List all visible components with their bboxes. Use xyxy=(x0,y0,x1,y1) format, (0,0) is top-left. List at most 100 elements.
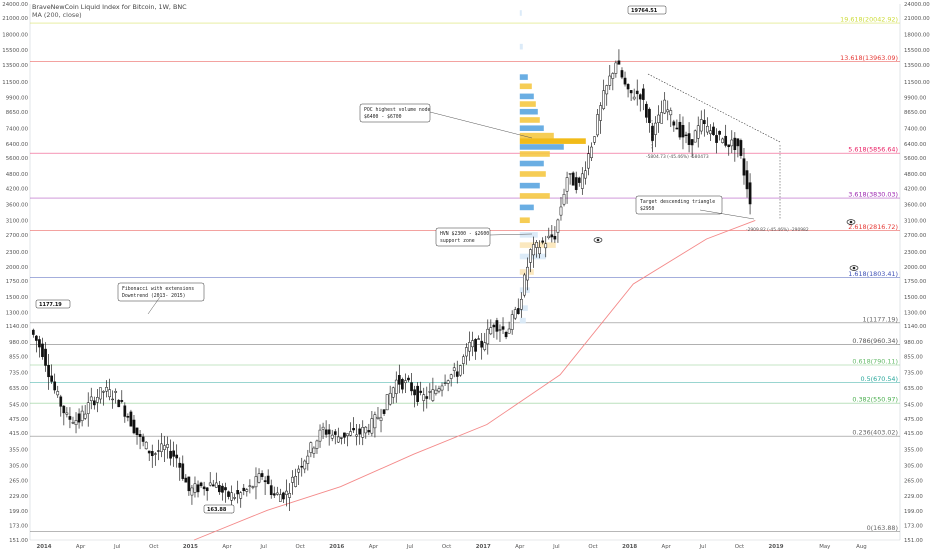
y-tick-label-left: 13500.00 xyxy=(2,63,28,69)
candle-body xyxy=(468,342,471,352)
note-line: HVN $2300 - $2600 xyxy=(440,231,489,237)
candles xyxy=(31,49,752,514)
candle-body xyxy=(77,413,81,423)
y-tick-label-right: 229.00 xyxy=(904,494,923,500)
candle-body xyxy=(748,182,752,205)
volume-profile-bar xyxy=(519,232,538,238)
candle-body xyxy=(166,444,169,448)
y-tick-label-left: 7400.00 xyxy=(6,126,29,132)
candle-body xyxy=(373,414,377,429)
x-tick-label: 2017 xyxy=(476,544,491,550)
fib-level-label: 2.618(2816.72) xyxy=(848,223,898,231)
candle-body xyxy=(687,133,691,145)
candle-body xyxy=(218,485,221,493)
candle-body xyxy=(114,391,118,393)
note-line: POC highest volume node xyxy=(364,107,431,113)
candle-body xyxy=(65,412,69,415)
candle-body xyxy=(285,490,288,495)
candle-body xyxy=(83,413,87,419)
y-tick-label-left: 199.00 xyxy=(9,509,28,515)
candle-body xyxy=(559,206,563,216)
y-tick-label-left: 11500.00 xyxy=(2,80,28,86)
fibonacci-levels: 0(163.88) 0.236(403.02) 0.382(550.97) 0.5(6… xyxy=(30,16,900,532)
candle-body xyxy=(434,389,438,394)
x-tick-label: Apr xyxy=(369,544,379,550)
candle-body xyxy=(449,374,453,379)
y-tick-label-left: 24000.00 xyxy=(2,2,28,8)
candle-body xyxy=(68,416,72,420)
candle-body xyxy=(596,114,599,136)
note-line: support zone xyxy=(440,238,475,244)
candle-body xyxy=(62,405,66,414)
x-tick-label: Oct xyxy=(149,544,158,550)
candle-body xyxy=(333,431,337,435)
candle-body xyxy=(465,347,468,357)
volume-profile xyxy=(519,10,586,324)
candle-body xyxy=(651,125,654,141)
volume-profile-bar xyxy=(519,317,526,324)
eye-icon xyxy=(849,265,859,271)
candle-body xyxy=(648,108,651,123)
candle-body xyxy=(153,453,157,455)
candle-body xyxy=(330,434,334,439)
candle-body xyxy=(129,411,133,427)
y-tick-label-left: 1500.00 xyxy=(6,295,29,301)
candle-body xyxy=(501,326,505,330)
target-leader xyxy=(699,209,755,220)
volume-profile-bar xyxy=(519,160,544,167)
candle-body xyxy=(300,465,304,468)
candle-body xyxy=(327,429,331,435)
candle-body xyxy=(385,394,389,411)
y-tick-label-left: 475.00 xyxy=(9,417,28,423)
candle-body xyxy=(660,112,663,124)
y-tick-label-right: 4800.00 xyxy=(904,172,927,178)
candle-body xyxy=(175,454,179,459)
y-tick-label-right: 21000.00 xyxy=(904,16,930,22)
x-tick-label: Oct xyxy=(588,544,597,550)
fib-level-label: 0.382(550.97) xyxy=(852,396,898,404)
candle-body xyxy=(617,60,621,65)
x-tick-label: Oct xyxy=(735,544,744,550)
note-box xyxy=(117,282,205,302)
candle-body xyxy=(196,484,200,493)
volume-profile-bar xyxy=(519,132,554,139)
candle-body xyxy=(428,391,432,393)
candle-body xyxy=(288,493,291,498)
candle-body xyxy=(532,244,535,256)
candle-body xyxy=(272,493,276,496)
ma-200-line xyxy=(193,219,756,541)
y-tick-label-left: 980.00 xyxy=(9,340,28,346)
candle-body xyxy=(550,234,554,238)
candle-body xyxy=(641,88,645,100)
y-tick-label-right: 3600.00 xyxy=(904,203,927,209)
y-tick-label-right: 173.00 xyxy=(904,524,923,530)
candle-body xyxy=(529,249,532,263)
x-tick-label: Aug xyxy=(856,544,867,550)
volume-profile-bar xyxy=(519,144,564,150)
candle-body xyxy=(690,139,694,146)
y-tick-label-left: 355.00 xyxy=(9,448,28,454)
candle-body xyxy=(535,242,538,248)
y-tick-label-left: 2000.00 xyxy=(6,265,29,271)
candle-body xyxy=(733,137,737,151)
candle-body xyxy=(135,427,139,435)
candle-body xyxy=(706,125,709,133)
y-tick-label-right: 475.00 xyxy=(904,417,923,423)
candle-body xyxy=(437,388,441,392)
fib-level-label: 0.236(403.02) xyxy=(852,429,898,437)
fib-level-label: 13.618(13963.09) xyxy=(840,54,898,62)
candle-body xyxy=(336,436,340,443)
candle-body xyxy=(638,94,642,100)
x-tick-label: May xyxy=(819,544,831,550)
y-tick-label-left: 9900.00 xyxy=(6,96,29,102)
note-box xyxy=(635,195,723,215)
candle-body xyxy=(254,476,258,488)
candle-body xyxy=(407,377,410,381)
candle-body xyxy=(721,138,724,143)
candle-body xyxy=(50,375,53,382)
candle-body xyxy=(519,299,523,310)
fib-level-label: 0.5(670.54) xyxy=(860,375,898,383)
volume-profile-bar xyxy=(519,305,528,311)
candle-body xyxy=(126,416,130,418)
